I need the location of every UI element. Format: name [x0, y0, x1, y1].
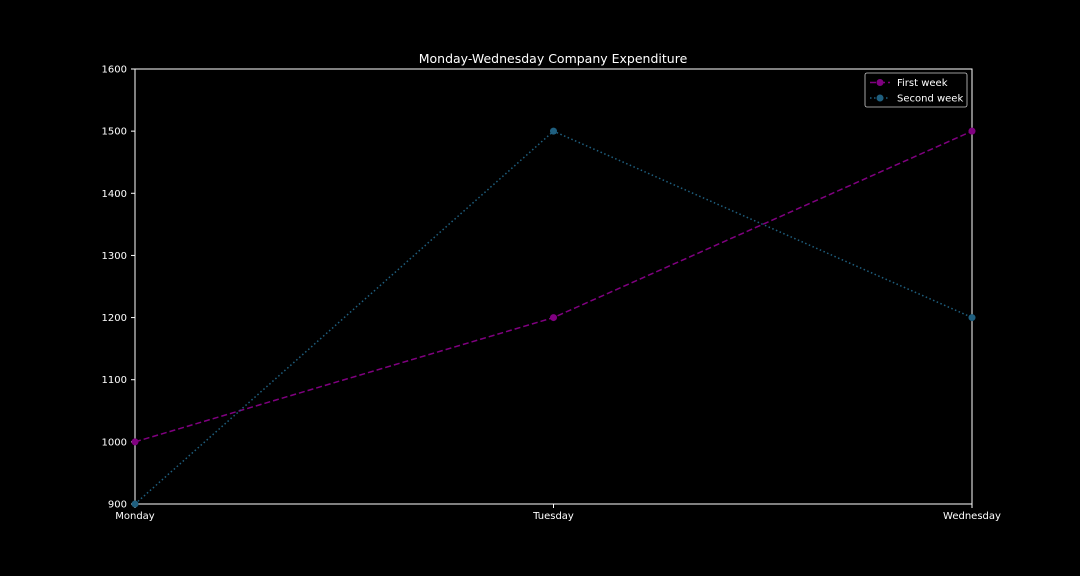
- data-point: [550, 127, 557, 135]
- data-point: [550, 314, 557, 322]
- chart-title: Monday-Wednesday Company Expenditure: [419, 51, 688, 66]
- y-tick-label: 1600: [102, 65, 127, 76]
- x-tick-label: Tuesday: [532, 511, 574, 522]
- y-tick-label: 1000: [102, 437, 127, 448]
- y-tick-label: 900: [108, 500, 127, 511]
- y-tick-label: 1100: [102, 375, 127, 386]
- x-tick-label: Monday: [115, 511, 155, 522]
- legend-marker: [876, 94, 884, 102]
- data-point: [968, 314, 976, 322]
- data-point: [131, 500, 139, 508]
- y-tick-label: 1400: [102, 189, 127, 200]
- legend-box: [864, 72, 968, 108]
- x-tick-label: Wednesday: [943, 511, 1001, 522]
- legend-label: First week: [897, 78, 948, 89]
- series-layer: [131, 127, 976, 508]
- y-tick-label: 1500: [102, 127, 127, 138]
- y-tick-label: 1200: [102, 313, 127, 324]
- y-tick-label: 1300: [102, 251, 127, 262]
- series-line-1: [134, 130, 973, 443]
- legend-marker: [876, 79, 884, 86]
- data-point: [968, 127, 976, 135]
- data-point: [131, 438, 139, 446]
- legend: First week Second week: [864, 72, 968, 108]
- axes: 900 1000 1100 1200 1300 1400 1500 1600 Monday Tue…: [102, 65, 1001, 523]
- legend-label: Second week: [897, 94, 963, 105]
